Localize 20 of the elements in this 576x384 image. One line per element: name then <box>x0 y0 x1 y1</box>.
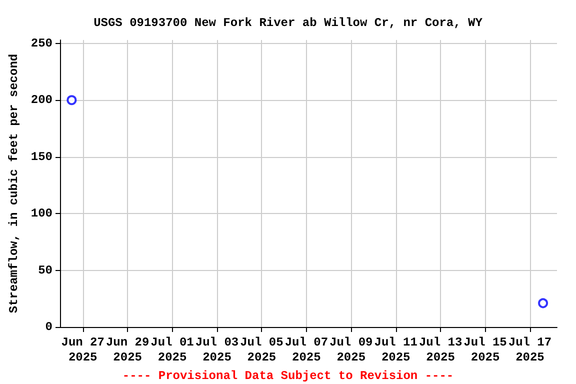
x-tick-label: Jul 01 2025 <box>150 336 194 364</box>
y-tick-label: 250 <box>30 36 53 50</box>
x-tick-label: Jul 15 2025 <box>464 336 507 364</box>
x-tick-label: Jul 11 2025 <box>374 336 418 364</box>
x-tick-label: Jun 27 2025 <box>61 336 104 364</box>
x-tick-label: Jul 07 2025 <box>284 336 328 364</box>
y-axis-title: Streamflow, in cubic feet per second <box>7 54 21 314</box>
y-tick-label: 50 <box>38 263 53 278</box>
y-tick-label: 200 <box>30 93 53 108</box>
chart-title: USGS 09193700 New Fork River ab Willow Cr, nr Cora, WY <box>94 16 484 30</box>
y-tick-label: 150 <box>30 150 53 164</box>
x-tick-label: Jul 03 2025 <box>195 336 239 364</box>
x-tick-label: Jul 09 2025 <box>330 336 373 364</box>
x-tick-label: Jul 17 2025 <box>508 336 552 364</box>
y-tick-label: 100 <box>30 206 53 221</box>
x-tick-label: Jul 05 2025 <box>240 336 284 364</box>
x-tick-label: Jun 29 2025 <box>106 336 150 364</box>
y-tick-label: 0 <box>45 320 53 334</box>
text: ---- Provisional Data Subject to Revision ---- <box>122 369 454 383</box>
x-tick-label: Jul 13 2025 <box>418 336 462 364</box>
